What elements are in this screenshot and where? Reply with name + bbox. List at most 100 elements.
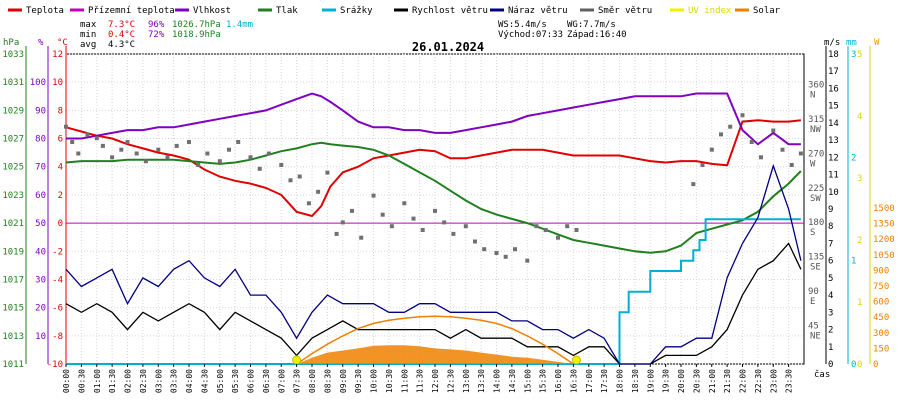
wind-direction-point xyxy=(556,235,560,240)
x-tick-label: 00:30 xyxy=(77,369,86,393)
x-tick-label: 21:30 xyxy=(723,369,732,393)
wind-direction-point xyxy=(433,208,437,213)
uv-tick-label: 0 xyxy=(857,360,862,370)
rain-tick-label: 3 xyxy=(851,50,856,60)
series-line xyxy=(65,242,802,365)
solar-tick-label: 600 xyxy=(873,298,889,308)
wind-ws: WS:5.4m/s xyxy=(498,20,547,30)
pressure-tick-label: 1017 xyxy=(2,275,24,285)
wind-tick-label: 18 xyxy=(828,50,839,60)
rain-tick-label: 2 xyxy=(851,153,856,163)
x-tick-label: 23:30 xyxy=(785,369,794,393)
wind-tick-label: 14 xyxy=(828,119,839,129)
wind-direction-point xyxy=(503,254,508,259)
x-tick-label: 21:00 xyxy=(708,369,717,393)
legend-label: Tlak xyxy=(276,6,298,16)
sunrise-time: Východ:07:33 xyxy=(498,30,563,40)
temperature-tick-label: 4 xyxy=(58,163,63,173)
wind-tick-label: 8 xyxy=(828,222,833,232)
x-tick-label: 14:00 xyxy=(493,369,502,393)
wind-direction-point xyxy=(85,132,90,137)
pressure-tick-label: 1025 xyxy=(2,163,24,173)
pressure-tick-label: 1033 xyxy=(2,50,24,60)
wind-axis-unit: m/s xyxy=(824,38,840,48)
x-tick-label: 23:00 xyxy=(769,369,778,393)
wind-direction-point xyxy=(165,155,170,160)
wind-direction-point xyxy=(174,143,179,148)
x-tick-label: 02:30 xyxy=(139,369,148,393)
x-tick-label: 09:00 xyxy=(339,369,348,393)
series-line xyxy=(65,163,802,365)
temperature-tick-label: 10 xyxy=(52,78,63,88)
wind-direction-point xyxy=(389,224,394,229)
direction-tick-label: 135 xyxy=(808,253,824,263)
wind-direction-point xyxy=(125,140,130,144)
wind-direction-point xyxy=(288,178,293,183)
x-tick-label: 08:00 xyxy=(308,369,317,393)
wind-direction-point xyxy=(691,182,696,187)
x-tick-label: 14:30 xyxy=(508,369,517,393)
stat-min-hum: 72% xyxy=(148,30,165,40)
direction-tick-label: 225 xyxy=(808,184,824,194)
x-tick-label: 07:30 xyxy=(293,369,302,393)
wind-direction-point xyxy=(525,258,530,263)
pressure-tick-label: 1021 xyxy=(2,219,24,229)
x-tick-label: 17:00 xyxy=(585,369,594,393)
temperature-tick-label: -10 xyxy=(47,360,63,370)
uv-tick-label: 5 xyxy=(857,50,862,60)
solar-tick-label: 1500 xyxy=(873,204,895,214)
legend-label: Srážky xyxy=(340,6,373,16)
direction-tick-label: 90 xyxy=(808,287,819,297)
stat-max-press: 1026.7hPa xyxy=(172,20,221,30)
temperature-tick-label: 6 xyxy=(58,135,63,145)
wind-direction-point xyxy=(740,113,745,118)
rain-tick-label: 1 xyxy=(851,257,856,267)
x-tick-label: 01:00 xyxy=(93,369,102,393)
x-tick-label: 19:30 xyxy=(662,369,671,393)
x-tick-label: 07:00 xyxy=(277,369,286,393)
stat-avg-temp: 4.3°C xyxy=(108,40,135,50)
wind-tick-label: 12 xyxy=(828,153,839,163)
wind-direction-point xyxy=(534,224,539,229)
temperature-tick-label: 8 xyxy=(58,106,63,116)
direction-tick-label: 360 xyxy=(808,80,824,90)
wind-direction-point xyxy=(297,174,302,179)
pressure-tick-label: 1013 xyxy=(2,332,24,342)
pressure-tick-label: 1011 xyxy=(2,360,24,370)
wind-direction-point xyxy=(789,163,794,167)
pressure-axis-unit: hPa xyxy=(3,38,19,48)
chart-title: 26.01.2024 xyxy=(412,40,484,54)
x-tick-label: 13:00 xyxy=(462,369,471,393)
pressure-tick-label: 1015 xyxy=(2,304,24,314)
stat-max-rain: 1.4mm xyxy=(226,20,253,30)
x-tick-label: 15:00 xyxy=(523,369,532,393)
wind-tick-label: 2 xyxy=(828,326,833,336)
wind-direction-point xyxy=(94,136,99,141)
wind-direction-point xyxy=(728,124,733,129)
wind-tick-label: 1 xyxy=(828,343,833,353)
x-tick-label: 11:30 xyxy=(416,369,425,393)
series-line xyxy=(65,141,802,254)
series-line xyxy=(65,119,802,218)
solar-tick-label: 300 xyxy=(873,329,889,339)
x-tick-label: 06:30 xyxy=(262,369,271,393)
wind-direction-point xyxy=(316,189,321,194)
wind-tick-label: 11 xyxy=(828,171,839,181)
x-tick-label: 16:00 xyxy=(554,369,563,393)
solar-tick-label: 1050 xyxy=(873,251,895,261)
temperature-tick-label: -4 xyxy=(52,275,63,285)
x-tick-label: 00:00 xyxy=(62,369,71,393)
legend-label: UV index xyxy=(688,6,732,16)
wind-direction-point xyxy=(451,231,456,236)
wind-direction-point xyxy=(156,147,161,152)
wind-direction-point xyxy=(110,155,115,160)
wind-tick-label: 17 xyxy=(828,67,839,77)
wind-tick-label: 6 xyxy=(828,257,833,267)
wind-direction-point xyxy=(709,147,714,152)
solar-tick-label: 1350 xyxy=(873,220,895,230)
x-tick-label: 16:30 xyxy=(569,369,578,393)
x-tick-label: 06:00 xyxy=(247,369,256,393)
humidity-tick-label: 70 xyxy=(35,163,46,173)
direction-tick-label: W xyxy=(810,159,816,169)
